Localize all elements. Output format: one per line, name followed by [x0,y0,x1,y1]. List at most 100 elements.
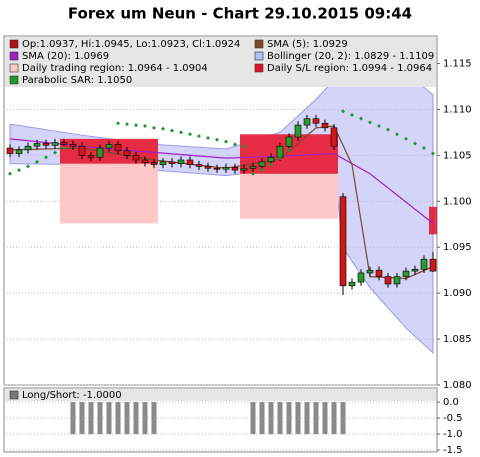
sar-dot [431,151,435,156]
bar [304,402,310,435]
sar-dot [377,124,381,129]
candle-body [411,268,419,272]
legend-swatch [9,51,19,61]
candle-body [258,161,266,167]
candle-body [267,156,275,163]
candle-body [213,167,221,170]
bar [124,402,130,435]
legend-label: SMA (5): 1.0929 [267,39,348,50]
candle-body [51,142,59,146]
sar-dot [242,144,246,149]
candle-body [33,143,41,147]
bar [331,402,337,435]
bar [295,402,301,435]
bar [250,402,256,435]
sar-dot [224,139,228,144]
sl-region [429,206,437,235]
sar-dot [260,168,264,173]
candle-body [393,276,401,285]
sma5-line [9,125,434,280]
bar [277,402,283,435]
sar-dot [341,109,345,114]
candle-body [87,155,95,158]
candle-body [240,167,248,171]
sar-dot [161,126,165,131]
candle-body [6,147,14,154]
candle-body [303,118,311,126]
candle-body [69,144,77,147]
y-tick-label: 0.0 [443,397,459,408]
sar-dot [359,116,363,121]
sar-dot [251,171,255,176]
sar-dot [8,171,12,176]
legend-label: Daily trading region: 1.0964 - 1.0904 [22,63,208,74]
sar-dot [206,135,210,140]
legend-label: SMA (20): 1.0969 [22,51,109,62]
candle-body [177,159,185,164]
candle-body [141,159,149,164]
sar-dot [215,137,219,142]
candle-body [15,149,23,154]
y-tick-label: -1.0 [443,429,463,440]
sar-dot [116,121,120,126]
sar-dot [53,150,57,155]
bar [79,402,85,435]
y-tick-label: 1.080 [443,380,472,391]
bar [286,402,292,435]
legend-label: Long/Short: -1.0000 [22,390,122,401]
legend-label: Bollinger (20, 2): 1.0829 - 1.1109 [267,51,434,62]
candle-body [312,118,320,124]
bar [133,402,139,435]
sar-dot [368,120,372,125]
bar [106,402,112,435]
legend-box [5,389,436,401]
candle-body [78,145,86,156]
candle-body [186,159,194,165]
bar [322,402,328,435]
sar-dot [17,168,21,173]
y-tick-label: 1.085 [443,334,472,345]
sar-dot [143,124,147,129]
legend-swatch [254,51,264,61]
candle-body [384,276,392,285]
bar [70,402,76,435]
candle-body [204,166,212,169]
sar-dot [134,123,138,128]
y-tick-label: 1.105 [443,150,472,161]
chart-title: Forex um Neun - Chart 29.10.2015 09:44 [68,5,412,23]
sar-dot [233,142,237,147]
candle-body [366,269,374,274]
candle-body [231,167,239,171]
candle-body [123,150,131,156]
candle-body [42,143,50,146]
candle-body [195,164,203,167]
candle-body [60,142,68,145]
sar-dot [44,155,48,160]
candle-body [375,269,383,277]
sar-dot [125,122,129,127]
bar [88,402,94,435]
bar [268,402,274,435]
sar-dot [35,159,39,164]
legend-label: Daily S/L region: 1.0994 - 1.0964 [267,63,432,74]
sar-dot [413,141,417,146]
sar-dot [188,132,192,137]
sar-dot [170,128,174,133]
y-tick-label: 1.090 [443,288,472,299]
bar [142,402,148,435]
candle-body [114,144,122,152]
sar-dot [404,136,408,141]
candle-body [402,270,410,277]
candle-body [330,127,338,147]
candle-body [294,124,302,138]
candle-body [348,281,356,287]
bar [259,402,265,435]
candle-body [96,147,104,158]
sar-dot [287,147,291,152]
y-tick-label: -1.5 [443,445,463,456]
sar-dot [269,162,273,167]
candle-body [159,161,167,165]
legend-swatch [9,390,19,400]
